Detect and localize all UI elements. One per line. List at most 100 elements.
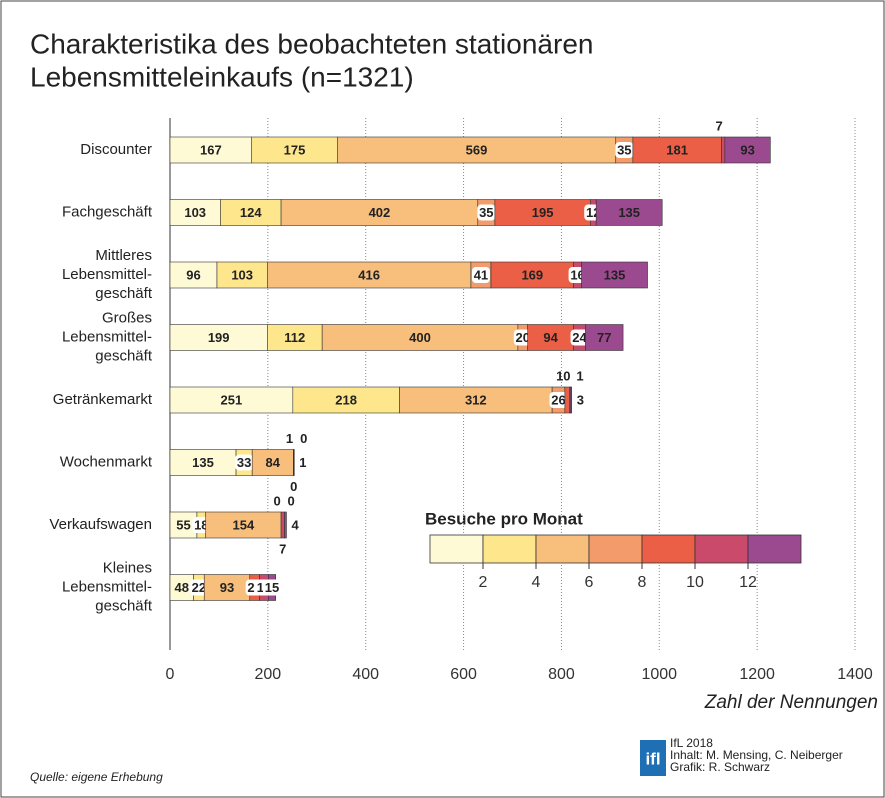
legend-swatch — [641, 534, 696, 564]
bar-segment — [632, 136, 722, 164]
bar-segment — [251, 449, 294, 476]
value-label: 218 — [335, 392, 357, 407]
value-label-bg — [570, 329, 589, 346]
value-label-bg — [471, 267, 490, 283]
value-label: 33 — [237, 455, 251, 470]
x-tick-label: 200 — [255, 666, 282, 683]
value-label: 175 — [284, 142, 306, 157]
value-label: 199 — [208, 330, 230, 345]
value-label: 0 — [287, 493, 294, 508]
value-label: 402 — [369, 205, 391, 220]
legend-swatch — [747, 534, 802, 564]
value-label: 4 — [291, 517, 299, 532]
value-label: 26 — [551, 392, 565, 407]
value-label: 169 — [521, 267, 543, 282]
bar-segment — [280, 199, 479, 226]
x-axis-label: Zahl der Nennungen — [704, 692, 878, 713]
bar-segment — [267, 261, 472, 289]
bar-segment — [169, 199, 221, 226]
value-label: 7 — [716, 118, 723, 133]
value-label: 18 — [194, 517, 208, 532]
value-label: 24 — [572, 330, 587, 345]
value-label: 55 — [176, 517, 190, 532]
value-label: 1 — [576, 368, 583, 383]
category-label: geschäft — [95, 285, 153, 302]
logo — [640, 740, 666, 776]
value-label: 1 — [286, 431, 293, 446]
value-label: 48 — [175, 580, 189, 595]
bar-segment — [724, 136, 771, 164]
legend-swatch — [482, 534, 537, 564]
x-tick-label: 1400 — [837, 666, 873, 683]
bar-segment — [280, 511, 285, 539]
bar-segment — [564, 386, 571, 414]
value-label: 22 — [192, 580, 206, 595]
legend-title: Besuche pro Monat — [425, 509, 583, 528]
value-label: 400 — [409, 330, 431, 345]
value-label: 124 — [240, 205, 262, 220]
bar-segment — [585, 324, 624, 351]
legend-tick-label: 12 — [739, 574, 757, 591]
value-label-bg — [263, 579, 282, 596]
bar-segment — [321, 324, 519, 351]
value-label: 103 — [184, 205, 206, 220]
legend-swatch — [429, 534, 484, 564]
category-label: Discounter — [80, 141, 152, 158]
category-label: Großes — [102, 309, 152, 326]
category-label: geschäft — [95, 347, 153, 364]
credit: IfL 2018 — [670, 736, 713, 750]
chart-title: Charakteristika des beobachteten station… — [30, 28, 593, 59]
legend-swatch — [694, 534, 749, 564]
value-label: 93 — [740, 142, 754, 157]
bar-segment — [169, 136, 253, 164]
value-label: 35 — [617, 142, 631, 157]
legend-swatch — [588, 534, 643, 564]
value-label: 135 — [604, 267, 626, 282]
bar-segment — [216, 261, 268, 289]
bar-segment — [169, 449, 237, 476]
category-label: Lebensmittel- — [62, 328, 152, 345]
logo-text: ifl — [645, 749, 660, 768]
bar-segment — [399, 386, 553, 414]
bar-segment — [205, 511, 282, 539]
bar-segment — [203, 574, 251, 601]
category-label: Wochenmarkt — [60, 453, 153, 470]
x-tick-label: 800 — [548, 666, 575, 683]
category-label: Kleines — [103, 559, 152, 576]
x-tick-label: 400 — [352, 666, 379, 683]
value-label: 181 — [666, 142, 688, 157]
value-label: 312 — [465, 392, 487, 407]
value-label: 96 — [186, 267, 200, 282]
value-label: 7 — [279, 541, 286, 556]
value-label: 167 — [200, 142, 222, 157]
value-label-bg — [513, 329, 532, 346]
bar-segment — [490, 261, 574, 289]
value-label: 20 — [516, 330, 530, 345]
credit: Inhalt: M. Mensing, C. Neiberger — [670, 748, 843, 762]
source: Quelle: eigene Erhebung — [30, 770, 163, 784]
bar-segment — [595, 199, 663, 226]
value-label: 41 — [474, 267, 488, 282]
bar-segment — [581, 261, 648, 289]
x-tick-label: 1000 — [641, 666, 677, 683]
x-tick-label: 600 — [450, 666, 477, 683]
value-label: 416 — [358, 267, 380, 282]
value-label: 1 — [299, 455, 306, 470]
value-label: 84 — [266, 455, 281, 470]
value-label-bg — [189, 579, 208, 596]
value-label: 103 — [231, 267, 253, 282]
legend-tick-label: 8 — [638, 574, 647, 591]
legend-tick-label: 6 — [585, 574, 594, 591]
bar-segment — [169, 261, 218, 289]
category-label: Lebensmittel- — [62, 266, 152, 283]
bar-segment — [527, 324, 574, 351]
x-tick-label: 0 — [166, 666, 175, 683]
bar-segment — [569, 386, 573, 414]
legend-tick-label: 2 — [479, 574, 488, 591]
legend-swatch — [535, 534, 590, 564]
value-label: 569 — [466, 142, 488, 157]
value-label: 112 — [284, 330, 305, 345]
value-label: 15 — [265, 580, 279, 595]
value-label: 251 — [221, 392, 243, 407]
